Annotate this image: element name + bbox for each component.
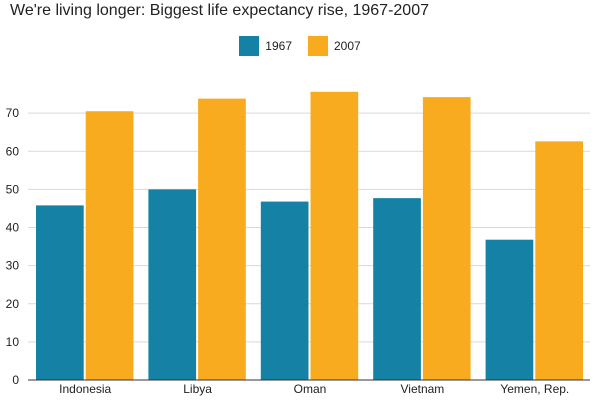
y-tick-label-70: 70 xyxy=(6,106,20,120)
legend-label-2007: 2007 xyxy=(334,39,361,53)
y-tick-label-50: 50 xyxy=(6,182,20,196)
y-tick-label-20: 20 xyxy=(6,297,20,311)
bar-1967-vietnam xyxy=(373,198,421,380)
x-tick-label-oman: Oman xyxy=(294,382,327,396)
bar-2007-libya xyxy=(198,98,246,380)
chart-legend: 1967 2007 xyxy=(0,36,600,56)
legend-label-1967: 1967 xyxy=(265,39,292,53)
x-tick-label-indonesia: Indonesia xyxy=(59,382,111,396)
bar-2007-indonesia xyxy=(85,111,134,380)
y-tick-label-30: 30 xyxy=(6,259,20,273)
bar-1967-libya xyxy=(148,189,197,380)
chart-title: We're living longer: Biggest life expect… xyxy=(10,2,429,19)
x-tick-label-yemen-rep-: Yemen, Rep. xyxy=(500,382,569,396)
y-tick-label-40: 40 xyxy=(6,221,20,235)
y-tick-label-10: 10 xyxy=(6,335,20,349)
bar-1967-oman xyxy=(260,201,309,380)
bar-2007-vietnam xyxy=(422,97,471,381)
legend-item-2007: 2007 xyxy=(308,36,361,56)
y-tick-label-0: 0 xyxy=(12,373,19,387)
bar-2007-oman xyxy=(310,91,359,381)
bar-1967-yemen-rep- xyxy=(485,239,534,380)
x-tick-label-libya: Libya xyxy=(183,382,212,396)
bar-1967-indonesia xyxy=(36,205,84,380)
legend-swatch-1967 xyxy=(239,36,260,56)
bar-2007-yemen-rep- xyxy=(535,141,583,380)
legend-swatch-2007 xyxy=(308,36,328,56)
x-tick-label-vietnam: Vietnam xyxy=(400,382,444,396)
y-tick-label-60: 60 xyxy=(6,144,20,158)
legend-item-1967: 1967 xyxy=(239,36,292,56)
